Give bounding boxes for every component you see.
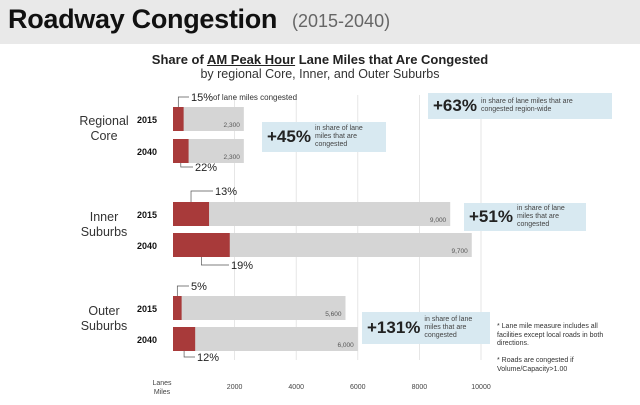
chart-title-post: Lane Miles that Are Congested — [295, 52, 489, 67]
pct-leader — [201, 257, 229, 266]
header-bar: Roadway Congestion (2015-2040) — [0, 0, 640, 44]
pct-leader — [177, 96, 189, 107]
pct-leader — [176, 285, 189, 296]
x-tick-label: 8000 — [412, 384, 428, 391]
callout-regional-core: +45% in share of lane miles that are con… — [262, 122, 386, 152]
chart-title: Share of AM Peak Hour Lane Miles that Ar… — [0, 52, 640, 67]
callout-value: +45% — [267, 127, 311, 146]
bar-congested — [173, 107, 184, 131]
bar-total — [173, 327, 358, 351]
pct-label: 13% — [215, 186, 237, 198]
pct-label: 22% — [195, 162, 217, 174]
year-label: 2040 — [137, 335, 157, 345]
year-label: 2040 — [137, 147, 157, 157]
pct-label: 19% — [231, 260, 253, 272]
bar-congested — [173, 233, 230, 257]
x-tick-label: 10000 — [471, 384, 491, 391]
note-lane-miles: * Lane mile measure includes all facilit… — [497, 323, 604, 347]
x-axis-label: Miles — [154, 389, 171, 396]
group-label: Outer — [88, 304, 119, 318]
year-label: 2015 — [137, 210, 157, 220]
x-tick-label: 6000 — [350, 384, 366, 391]
pct-label: 5% — [191, 281, 207, 293]
pct-label: 15% — [191, 92, 213, 104]
bar-total-label: 9,000 — [430, 217, 447, 224]
bar-total — [173, 202, 451, 226]
group-label: Core — [90, 129, 117, 143]
bar-congested — [173, 327, 196, 351]
year-label: 2015 — [137, 115, 157, 125]
callout-inner-suburbs: +51% in share of lane miles that are con… — [464, 203, 586, 231]
group-label: Suburbs — [81, 319, 128, 333]
callout-text: in share of lane miles that are congeste… — [480, 98, 573, 113]
callout-value: +131% — [367, 318, 421, 337]
bar-congested — [173, 296, 182, 320]
callout-outer-suburbs: +131% in share of lane miles that are co… — [362, 312, 490, 344]
bar-congested — [173, 139, 189, 163]
x-tick-label: 2000 — [227, 384, 243, 391]
pct-leader — [183, 351, 195, 358]
chart-subtitle: by regional Core, Inner, and Outer Subur… — [200, 67, 440, 81]
callout-text: in share of lane miles that are congeste… — [516, 205, 565, 228]
bar-total-label: 5,600 — [325, 311, 342, 318]
callout-text: in share of lane miles that are congeste… — [424, 316, 473, 339]
bar-total-label: 9,700 — [451, 248, 468, 255]
pct-leader — [190, 190, 213, 202]
year-label: 2040 — [137, 241, 157, 251]
bar-total-label: 6,000 — [338, 342, 355, 349]
pct-label: 12% — [197, 352, 219, 364]
year-label: 2015 — [137, 304, 157, 314]
page-title: Roadway Congestion — [8, 4, 278, 34]
group-label: Suburbs — [81, 225, 128, 239]
callout-text: in share of lane miles that are congeste… — [314, 125, 363, 148]
group-label: Inner — [90, 210, 119, 224]
callout-region-wide: +63% in share of lane miles that are con… — [428, 93, 612, 119]
bar-total-label: 2,300 — [224, 122, 241, 129]
callout-value: +63% — [433, 96, 477, 115]
chart-title-pre: Share of — [151, 52, 207, 67]
x-tick-label: 4000 — [288, 384, 304, 391]
group-label: Regional — [79, 114, 128, 128]
bar-total — [173, 296, 346, 320]
pct-suffix: of lane miles congested — [213, 93, 297, 102]
page-years: (2015-2040) — [292, 11, 391, 31]
bar-total — [173, 107, 244, 131]
bar-total-label: 2,300 — [224, 154, 241, 161]
note-congested-def: * Roads are congested if Volume/Capacity… — [497, 357, 574, 373]
x-axis-label: Lanes — [152, 380, 172, 387]
bar-congested — [173, 202, 210, 226]
pct-leader — [180, 163, 193, 168]
callout-value: +51% — [469, 207, 513, 226]
chart-title-underlined: AM Peak Hour — [206, 52, 296, 67]
